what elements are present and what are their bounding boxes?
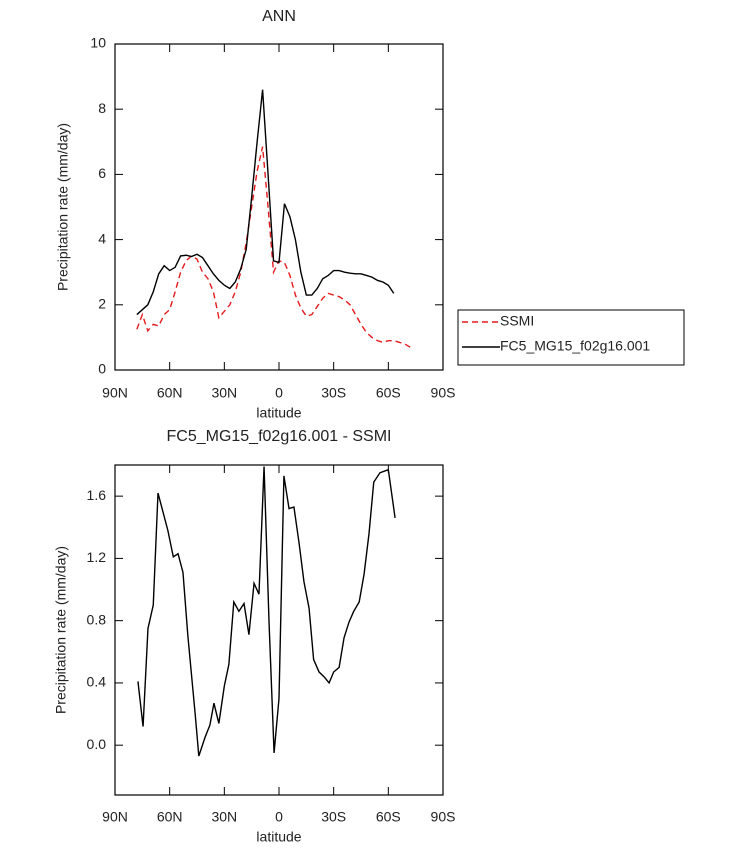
- legend-label: FC5_MG15_f02g16.001: [500, 338, 650, 354]
- x-tick-label: 90N: [102, 809, 128, 825]
- x-tick-label: 90N: [102, 385, 128, 401]
- y-tick-label: 8: [98, 100, 106, 116]
- plot-frame: [114, 43, 444, 371]
- y-tick-label: 0.8: [87, 611, 107, 627]
- y-axis-label: Precipitation rate (mm/day): [53, 546, 69, 714]
- x-tick-label: 60S: [376, 809, 401, 825]
- y-tick-label: 0: [98, 361, 106, 377]
- y-axis-label: Precipitation rate (mm/day): [55, 123, 71, 291]
- x-tick-label: 30S: [321, 809, 346, 825]
- x-tick-label: 60N: [157, 385, 183, 401]
- x-tick-label: 90S: [431, 385, 456, 401]
- x-tick-label: 60S: [376, 385, 401, 401]
- y-tick-label: 4: [98, 230, 106, 246]
- data-line: [137, 466, 396, 757]
- x-tick-label: 30S: [321, 385, 346, 401]
- x-tick-label: 60N: [157, 809, 183, 825]
- x-tick-label: 30N: [211, 809, 237, 825]
- chart-title: FC5_MG15_f02g16.001 - SSMI: [166, 428, 391, 445]
- x-tick-label: 0: [275, 385, 283, 401]
- data-line: [136, 146, 411, 348]
- y-tick-label: 10: [90, 35, 106, 51]
- x-tick-label: 30N: [211, 385, 237, 401]
- y-tick-label: 1.2: [87, 549, 107, 565]
- chart-title: ANN: [262, 8, 296, 25]
- y-tick-label: 2: [98, 296, 106, 312]
- legend-box: [457, 309, 685, 366]
- legend-label: SSMI: [500, 313, 534, 329]
- y-tick-label: 0.4: [87, 674, 107, 690]
- x-axis-label: latitude: [256, 405, 301, 421]
- x-tick-label: 90S: [431, 809, 456, 825]
- data-line: [136, 89, 395, 316]
- y-tick-label: 1.6: [87, 487, 107, 503]
- x-tick-label: 0: [275, 809, 283, 825]
- x-axis-label: latitude: [256, 829, 301, 845]
- y-tick-label: 6: [98, 165, 106, 181]
- y-tick-label: 0.0: [87, 736, 107, 752]
